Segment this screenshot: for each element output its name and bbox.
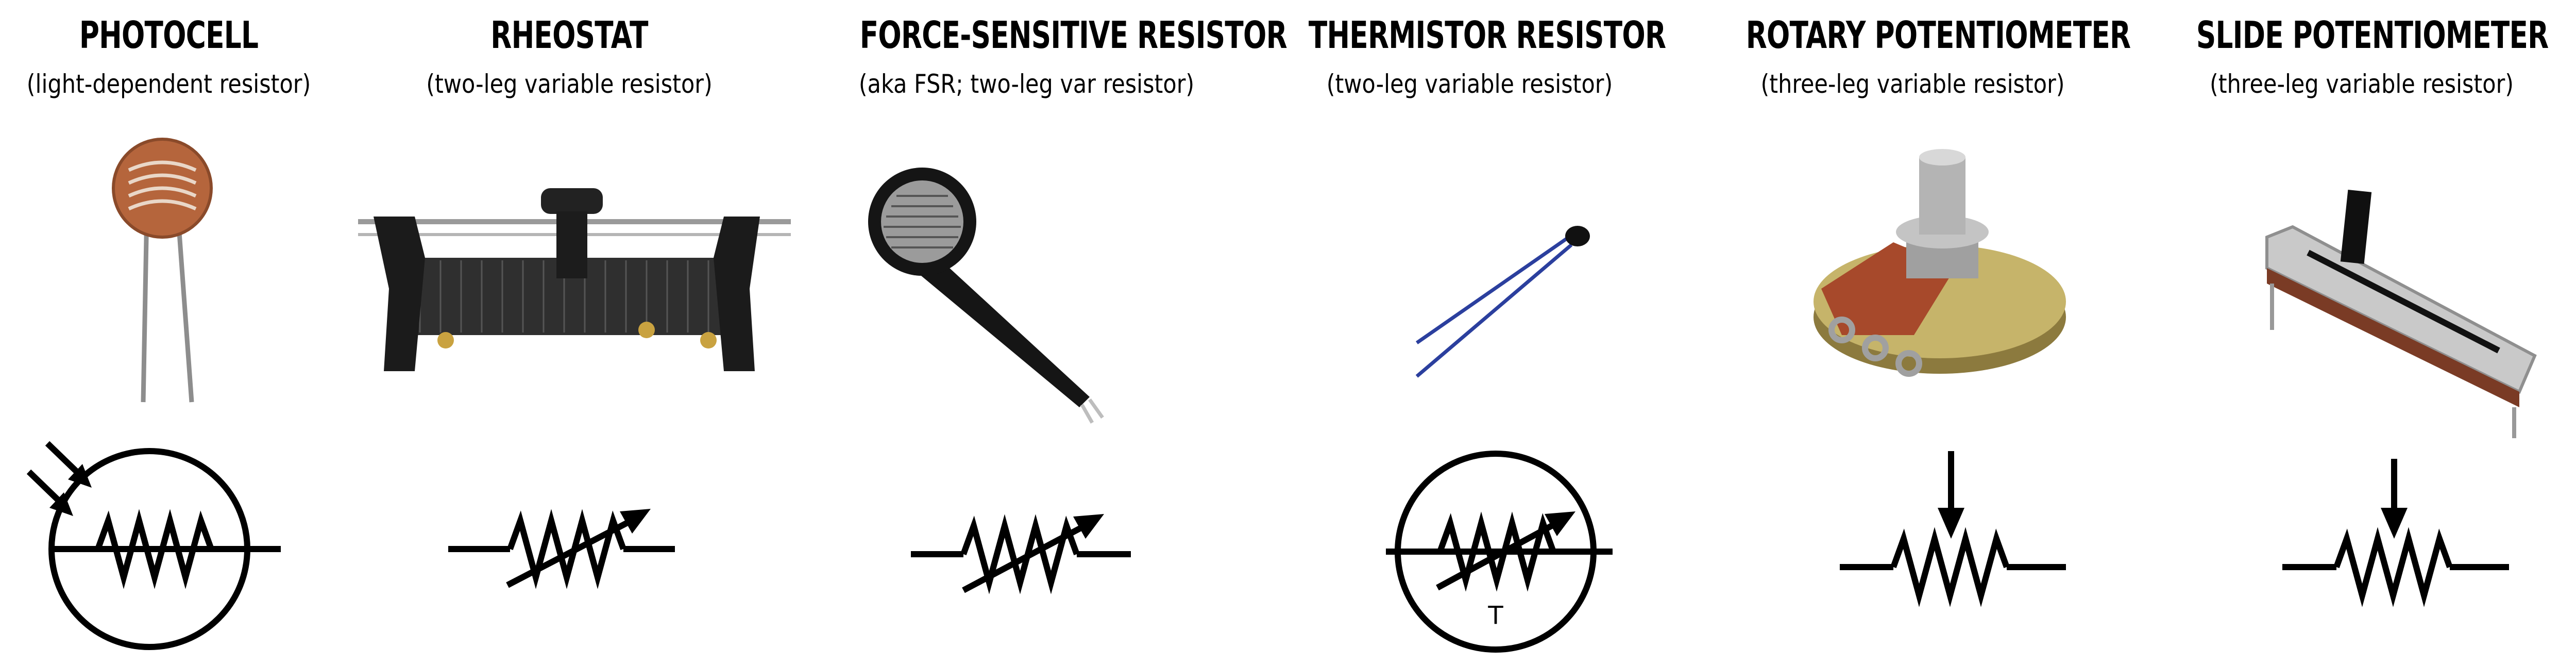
component-subtitle: (two-leg variable resistor) bbox=[426, 69, 713, 99]
component-subtitle: (two-leg variable resistor) bbox=[1326, 69, 1613, 99]
component-subtitle: (aka FSR; two-leg var resistor) bbox=[858, 69, 1195, 99]
component-title: SLIDE POTENTIOMETER bbox=[2196, 13, 2549, 57]
photocell-photo bbox=[112, 138, 213, 403]
potentiometer-symbol bbox=[2282, 459, 2509, 607]
component-rotary-potentiometer: ROTARY POTENTIOMETER (three-leg variable… bbox=[1687, 0, 2138, 664]
fsr-photo bbox=[868, 168, 1104, 424]
rotary-potentiometer-photo bbox=[1814, 149, 2066, 377]
photocell-symbol bbox=[26, 441, 281, 650]
rheostat-photo bbox=[358, 188, 791, 371]
component-thermistor-resistor: THERMISTOR RESISTOR (two-leg variable re… bbox=[1252, 0, 1687, 664]
light-arrow-icon bbox=[26, 441, 92, 516]
component-subtitle: (three-leg variable resistor) bbox=[2209, 69, 2514, 99]
component-title: PHOTOCELL bbox=[79, 13, 259, 57]
component-subtitle: (three-leg variable resistor) bbox=[1760, 69, 2065, 99]
component-title: ROTARY POTENTIOMETER bbox=[1745, 13, 2131, 57]
slide-potentiometer-photo bbox=[2265, 189, 2537, 438]
variable-resistor-symbol bbox=[448, 509, 675, 589]
potentiometer-symbol bbox=[1840, 451, 2066, 607]
thermistor-photo bbox=[1415, 226, 1590, 378]
thermistor-label: T bbox=[1487, 601, 1503, 630]
component-subtitle: (light-dependent resistor) bbox=[26, 69, 311, 99]
component-title: RHEOSTAT bbox=[490, 13, 648, 57]
component-slide-potentiometer: SLIDE POTENTIOMETER (three-leg variable … bbox=[2138, 0, 2576, 664]
variable-resistor-symbol bbox=[911, 514, 1131, 594]
component-rheostat: RHEOSTAT (two-leg variable resistor) bbox=[337, 0, 801, 664]
component-photocell: PHOTOCELL (light-dependent resistor) bbox=[0, 0, 337, 664]
component-force-sensitive-resistor: FORCE-SENSITIVE RESISTOR (aka FSR; two-l… bbox=[801, 0, 1287, 664]
component-title: THERMISTOR RESISTOR bbox=[1308, 13, 1666, 57]
thermistor-symbol: T bbox=[1386, 451, 1613, 653]
